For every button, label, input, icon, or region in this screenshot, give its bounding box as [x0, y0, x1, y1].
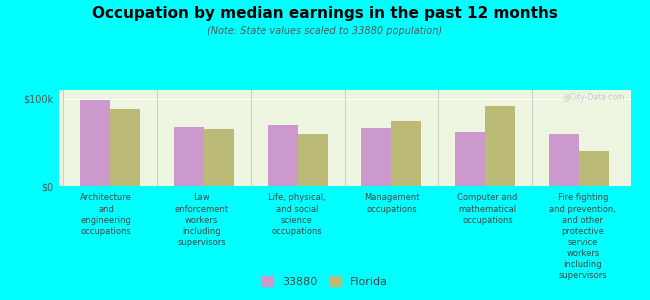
- Text: Law
enforcement
workers
including
supervisors: Law enforcement workers including superv…: [174, 194, 229, 247]
- Bar: [268, 125, 298, 186]
- Text: Occupation by median earnings in the past 12 months: Occupation by median earnings in the pas…: [92, 6, 558, 21]
- Bar: [298, 134, 328, 186]
- Bar: [549, 134, 579, 186]
- Bar: [80, 100, 110, 186]
- Text: Management
occupations: Management occupations: [365, 194, 420, 214]
- Text: Architecture
and
engineering
occupations: Architecture and engineering occupations: [80, 194, 132, 236]
- Bar: [391, 122, 421, 186]
- Bar: [174, 127, 204, 186]
- Text: Fire fighting
and prevention,
and other
protective
service
workers
including
sup: Fire fighting and prevention, and other …: [549, 194, 616, 280]
- Bar: [455, 132, 485, 186]
- Bar: [361, 128, 391, 186]
- Legend: 33880, Florida: 33880, Florida: [257, 272, 393, 291]
- Bar: [579, 151, 609, 186]
- Text: Life, physical,
and social
science
occupations: Life, physical, and social science occup…: [268, 194, 326, 236]
- Text: @City-Data.com: @City-Data.com: [562, 93, 625, 102]
- Bar: [204, 129, 234, 186]
- Text: Computer and
mathematical
occupations: Computer and mathematical occupations: [458, 194, 517, 225]
- Bar: [485, 106, 515, 186]
- Text: (Note: State values scaled to 33880 population): (Note: State values scaled to 33880 popu…: [207, 26, 443, 35]
- Bar: [110, 109, 140, 186]
